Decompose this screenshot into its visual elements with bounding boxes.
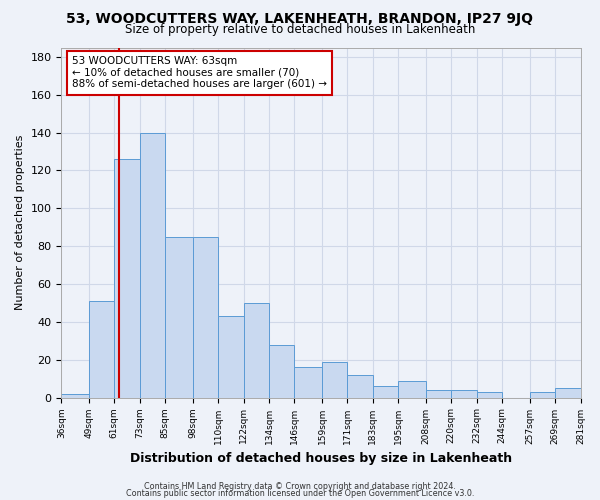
Bar [61, 394, 89, 398]
Bar [426, 390, 451, 398]
Bar [398, 380, 426, 398]
Bar [530, 392, 555, 398]
Text: Contains public sector information licensed under the Open Government Licence v3: Contains public sector information licen… [126, 489, 474, 498]
Bar [218, 316, 244, 398]
Text: Size of property relative to detached houses in Lakenheath: Size of property relative to detached ho… [125, 22, 475, 36]
Bar [373, 386, 398, 398]
Bar [476, 392, 502, 398]
Y-axis label: Number of detached properties: Number of detached properties [15, 135, 25, 310]
Bar [244, 303, 269, 398]
Bar [451, 390, 476, 398]
Bar [193, 236, 218, 398]
Bar [347, 375, 373, 398]
Bar [89, 301, 115, 398]
Bar [165, 236, 193, 398]
X-axis label: Distribution of detached houses by size in Lakenheath: Distribution of detached houses by size … [130, 452, 512, 465]
Bar [322, 362, 347, 398]
Bar [269, 344, 295, 398]
Bar [115, 159, 140, 398]
Text: Contains HM Land Registry data © Crown copyright and database right 2024.: Contains HM Land Registry data © Crown c… [144, 482, 456, 491]
Bar [295, 368, 322, 398]
Text: 53 WOODCUTTERS WAY: 63sqm
← 10% of detached houses are smaller (70)
88% of semi-: 53 WOODCUTTERS WAY: 63sqm ← 10% of detac… [72, 56, 327, 90]
Bar [555, 388, 581, 398]
Bar [140, 132, 165, 398]
Text: 53, WOODCUTTERS WAY, LAKENHEATH, BRANDON, IP27 9JQ: 53, WOODCUTTERS WAY, LAKENHEATH, BRANDON… [67, 12, 533, 26]
